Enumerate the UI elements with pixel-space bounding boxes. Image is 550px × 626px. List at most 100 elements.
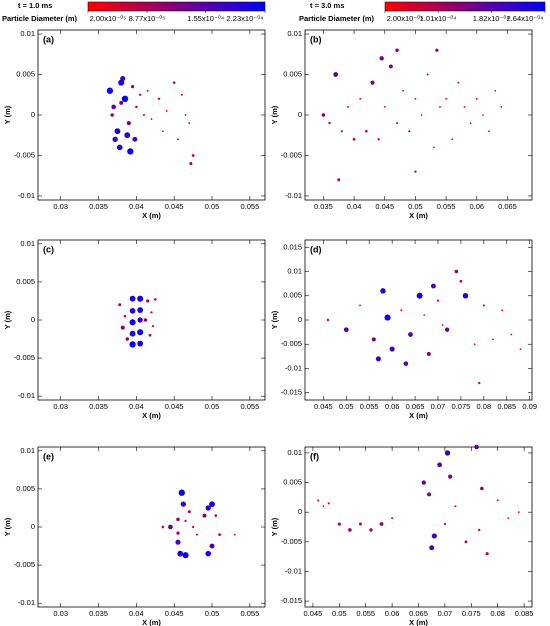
x-tick-label: 0.085 <box>515 609 534 618</box>
particle <box>328 121 331 125</box>
x-tick-label: 0.065 <box>406 402 425 411</box>
particle <box>157 97 161 100</box>
y-tick-label: 0.015 <box>283 242 302 251</box>
particle <box>429 545 435 551</box>
particle <box>480 486 484 491</box>
particle <box>214 514 218 517</box>
y-tick-label: -0.005 <box>281 150 302 159</box>
particle <box>478 381 481 385</box>
x-tick-label: 0.045 <box>304 609 323 618</box>
particle <box>371 337 376 342</box>
y-tick-label: -0.005 <box>14 150 35 159</box>
x-tick-label: 0.055 <box>240 202 259 211</box>
x-tick-label: 0.055 <box>356 609 375 618</box>
x-tick-label: 0.065 <box>409 609 428 618</box>
particle <box>439 106 441 108</box>
particle <box>358 522 362 526</box>
x-tick-label: 0.06 <box>469 202 484 211</box>
x-tick-label: 0.035 <box>89 202 108 211</box>
particle <box>383 106 386 108</box>
y-tick-label: -0.01 <box>285 191 302 200</box>
x-axis-label: X (m) <box>409 411 428 420</box>
particle <box>485 552 489 556</box>
particle <box>346 105 349 108</box>
panel-label: (f) <box>310 451 319 461</box>
particle <box>129 330 136 337</box>
y-axis-label: Y (m) <box>270 517 279 536</box>
x-tick-label: 0.065 <box>498 202 517 211</box>
particle <box>379 522 384 526</box>
particle <box>129 295 136 302</box>
particle <box>403 361 409 366</box>
colorbar-label: Particle Diameter (m) <box>2 14 78 23</box>
particle <box>322 505 325 508</box>
x-tick-label: 0.045 <box>314 402 333 411</box>
x-axis-label: X (m) <box>409 618 428 626</box>
x-tick-label: 0.04 <box>129 402 144 411</box>
y-tick-label: -0.01 <box>285 566 302 575</box>
y-tick-label: 0.01 <box>287 448 302 457</box>
y-tick-label: 0.005 <box>16 277 35 286</box>
particle <box>340 130 343 133</box>
x-tick-label: 0.055 <box>360 402 379 411</box>
x-tick-label: 0.035 <box>314 202 333 211</box>
x-tick-label: 0.09 <box>522 402 537 411</box>
particle <box>427 492 432 497</box>
particle <box>138 93 142 96</box>
particle <box>488 130 490 133</box>
particle <box>337 522 341 526</box>
particle <box>431 533 437 539</box>
y-tick-label: -0.005 <box>14 353 35 362</box>
particle <box>177 550 184 557</box>
particle <box>384 314 391 321</box>
panel-label: (e) <box>43 451 54 461</box>
particle <box>188 122 191 125</box>
x-tick-label: 0.05 <box>205 609 220 618</box>
particle <box>180 93 183 96</box>
particle <box>517 511 520 514</box>
x-tick-label: 0.035 <box>89 609 108 618</box>
y-tick-label: -0.005 <box>281 537 302 546</box>
particle <box>150 311 153 314</box>
x-axis-label: X (m) <box>142 618 161 626</box>
particle <box>184 519 187 523</box>
particle <box>119 100 124 105</box>
y-tick-label: 0.005 <box>283 291 302 300</box>
x-tick-label: 0.055 <box>437 202 456 211</box>
y-tick-label: 0 <box>298 507 302 516</box>
x-axis-label: X (m) <box>409 211 428 220</box>
particle <box>154 298 157 301</box>
particle <box>189 162 193 166</box>
x-tick-label: 0.05 <box>339 402 354 411</box>
particle <box>142 113 145 117</box>
particle <box>501 309 504 312</box>
particle <box>218 533 221 537</box>
particle <box>120 75 126 82</box>
particle <box>143 318 148 322</box>
x-tick-label: 0.06 <box>385 609 400 618</box>
particle <box>435 48 439 52</box>
x-tick-label: 0.08 <box>490 609 505 618</box>
particle <box>195 533 198 536</box>
particle <box>473 343 476 346</box>
particle <box>151 325 155 328</box>
particle <box>129 308 136 314</box>
x-tick-label: 0.06 <box>385 402 400 411</box>
y-tick-label: 0 <box>298 315 302 324</box>
y-tick-label: 0.01 <box>287 266 302 275</box>
particle <box>130 85 135 89</box>
x-tick-label: 0.04 <box>129 202 144 211</box>
particle <box>202 513 207 518</box>
y-axis-label: Y (m) <box>3 310 12 329</box>
particle <box>448 474 453 479</box>
particle <box>191 154 195 157</box>
particle <box>326 318 330 322</box>
y-tick-label: 0.005 <box>283 70 302 79</box>
particle <box>416 292 423 299</box>
x-tick-label: 0.045 <box>165 402 184 411</box>
particle <box>444 327 450 332</box>
particle <box>175 539 181 545</box>
x-tick-label: 0.085 <box>497 402 516 411</box>
